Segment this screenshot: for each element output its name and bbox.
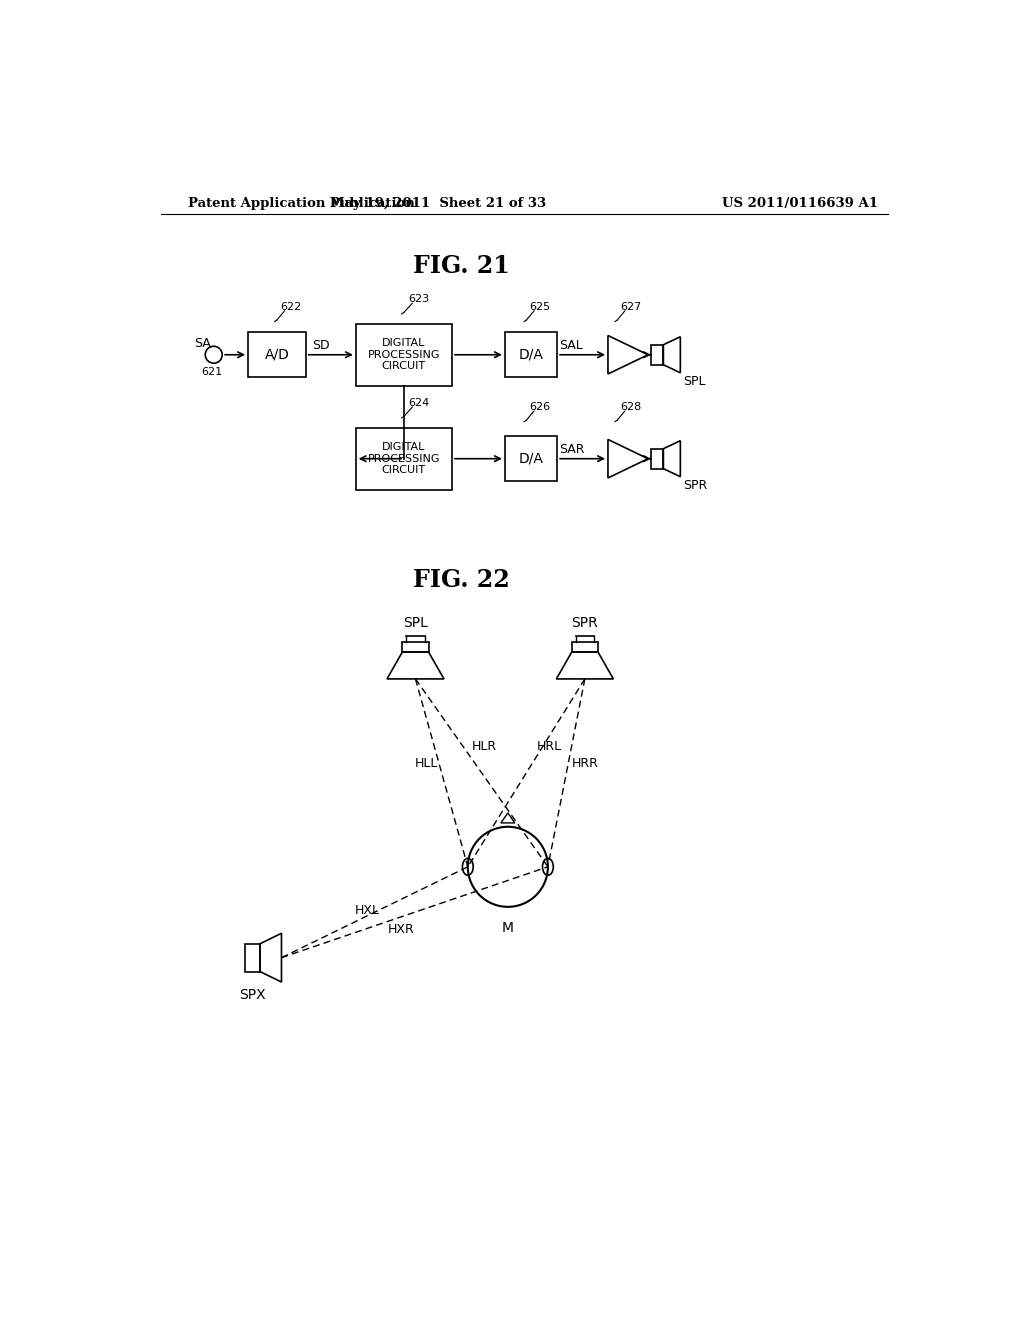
Bar [505, 333, 557, 378]
Bar [355, 323, 452, 385]
Text: May 19, 2011  Sheet 21 of 33: May 19, 2011 Sheet 21 of 33 [331, 197, 547, 210]
Text: SAR: SAR [559, 444, 585, 455]
Text: D/A: D/A [518, 451, 544, 466]
Text: 622: 622 [281, 302, 301, 312]
Text: FIG. 21: FIG. 21 [414, 255, 510, 279]
Bar [402, 642, 429, 652]
Text: 623: 623 [409, 294, 430, 305]
Text: M: M [502, 921, 514, 935]
Text: SD: SD [312, 339, 330, 352]
Bar [245, 944, 260, 972]
Text: 621: 621 [202, 367, 223, 376]
Text: 625: 625 [529, 302, 551, 312]
Text: SPR: SPR [571, 615, 598, 630]
Text: FIG. 22: FIG. 22 [414, 569, 510, 593]
Text: A/D: A/D [264, 347, 290, 362]
Text: 626: 626 [529, 403, 551, 412]
Text: 624: 624 [409, 399, 430, 408]
Bar [248, 333, 306, 378]
Text: HXR: HXR [388, 923, 415, 936]
Text: 628: 628 [621, 403, 642, 412]
Text: US 2011/0116639 A1: US 2011/0116639 A1 [723, 197, 879, 210]
Text: SA: SA [195, 338, 211, 351]
Bar [651, 345, 664, 364]
Text: SPL: SPL [683, 375, 706, 388]
Bar [355, 428, 452, 490]
Text: HLL: HLL [415, 756, 437, 770]
Text: HRR: HRR [572, 756, 599, 770]
Bar [651, 449, 664, 469]
Text: HXL: HXL [354, 904, 380, 917]
Text: D/A: D/A [518, 347, 544, 362]
Text: HLR: HLR [472, 741, 497, 752]
Text: HRL: HRL [537, 741, 561, 752]
Text: SAL: SAL [559, 339, 584, 352]
Text: SPR: SPR [683, 479, 707, 492]
Bar [571, 642, 598, 652]
Text: Patent Application Publication: Patent Application Publication [188, 197, 415, 210]
Bar [505, 437, 557, 480]
Text: SPX: SPX [239, 989, 265, 1002]
Text: DIGITAL
PROCESSING
CIRCUIT: DIGITAL PROCESSING CIRCUIT [368, 338, 440, 371]
Text: 627: 627 [621, 302, 642, 312]
Text: SPL: SPL [403, 615, 428, 630]
Text: DIGITAL
PROCESSING
CIRCUIT: DIGITAL PROCESSING CIRCUIT [368, 442, 440, 475]
